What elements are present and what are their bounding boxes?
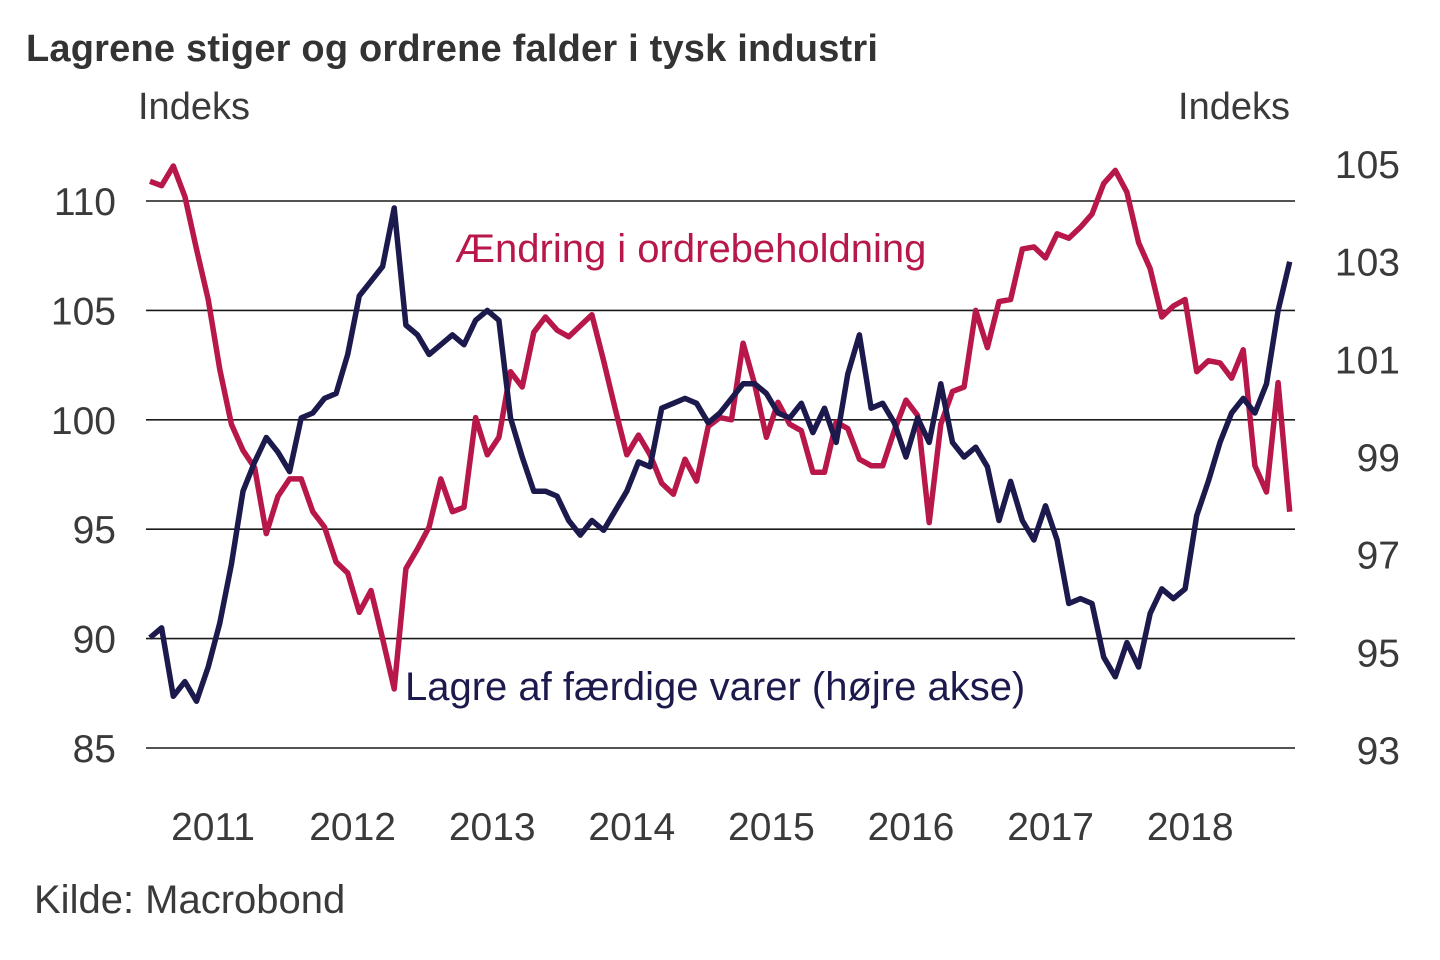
x-axis-tick: 2012 bbox=[309, 806, 396, 849]
x-axis-tick: 2014 bbox=[588, 806, 675, 849]
series-label-stocks: Lagre af færdige varer (højre akse) bbox=[405, 665, 1025, 709]
right-axis-tick: 93 bbox=[1357, 730, 1400, 773]
x-axis-tick: 2013 bbox=[449, 806, 536, 849]
left-axis-tick: 110 bbox=[54, 181, 116, 224]
right-axis-tick: 95 bbox=[1357, 632, 1400, 675]
series-line-stocks bbox=[148, 205, 1293, 704]
right-axis-tick: 101 bbox=[1335, 339, 1400, 382]
left-axis-tick: 100 bbox=[51, 400, 116, 443]
x-axis-tick: 2017 bbox=[1007, 806, 1094, 849]
source-note: Kilde: Macrobond bbox=[34, 878, 346, 922]
x-axis-tick: 2011 bbox=[171, 806, 255, 849]
left-axis-label: Indeks bbox=[138, 86, 250, 128]
x-axis-tick: 2015 bbox=[728, 806, 815, 849]
right-axis-label: Indeks bbox=[1178, 86, 1290, 128]
x-axis-tick: 2018 bbox=[1147, 806, 1234, 849]
chart-title: Lagrene stiger og ordrene falder i tysk … bbox=[26, 28, 879, 70]
right-axis-tick: 99 bbox=[1357, 437, 1400, 480]
series-label-orders: Ændring i ordrebeholdning bbox=[455, 227, 926, 271]
left-axis-tick: 90 bbox=[73, 619, 116, 662]
x-axis-tick: 2016 bbox=[868, 806, 955, 849]
left-axis-tick: 95 bbox=[73, 509, 116, 552]
series-line-orders bbox=[149, 163, 1293, 692]
left-axis-tick: 105 bbox=[51, 290, 116, 333]
left-axis-tick: 85 bbox=[73, 728, 116, 771]
right-axis-tick: 103 bbox=[1335, 242, 1400, 285]
right-axis-tick: 105 bbox=[1335, 144, 1400, 187]
right-axis-tick: 97 bbox=[1357, 535, 1400, 578]
